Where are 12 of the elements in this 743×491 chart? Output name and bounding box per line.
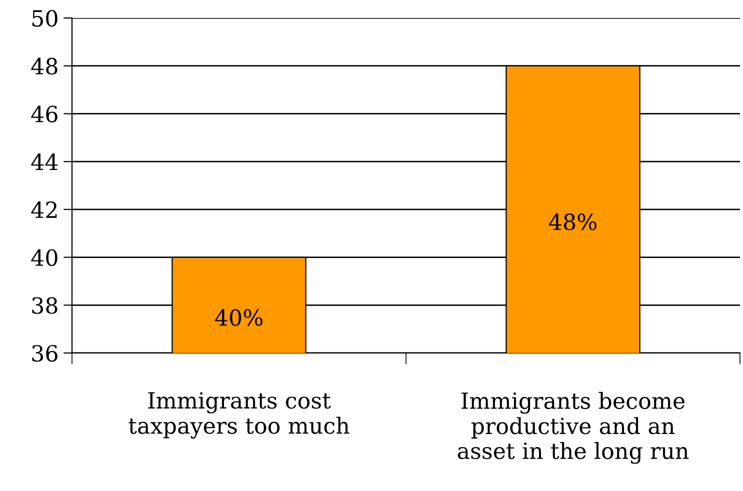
y-tick-label: 46	[31, 106, 58, 122]
y-tick-label: 48	[31, 58, 58, 75]
y-tick-label: 38	[32, 297, 58, 314]
y-tick-label: 42	[31, 201, 57, 218]
x-tick-label: Immigrants cost taxpayers too much	[128, 392, 350, 439]
data-label: 48%	[548, 213, 596, 230]
data-label: 40%	[214, 309, 262, 326]
y-tick-label: 50	[32, 10, 58, 27]
y-tick-label: 44	[31, 154, 58, 170]
x-tick-label: Immigrants become productive and an asset in the long run	[458, 392, 689, 464]
y-tick-label: 40	[31, 249, 58, 266]
y-tick-label: 36	[32, 344, 58, 362]
